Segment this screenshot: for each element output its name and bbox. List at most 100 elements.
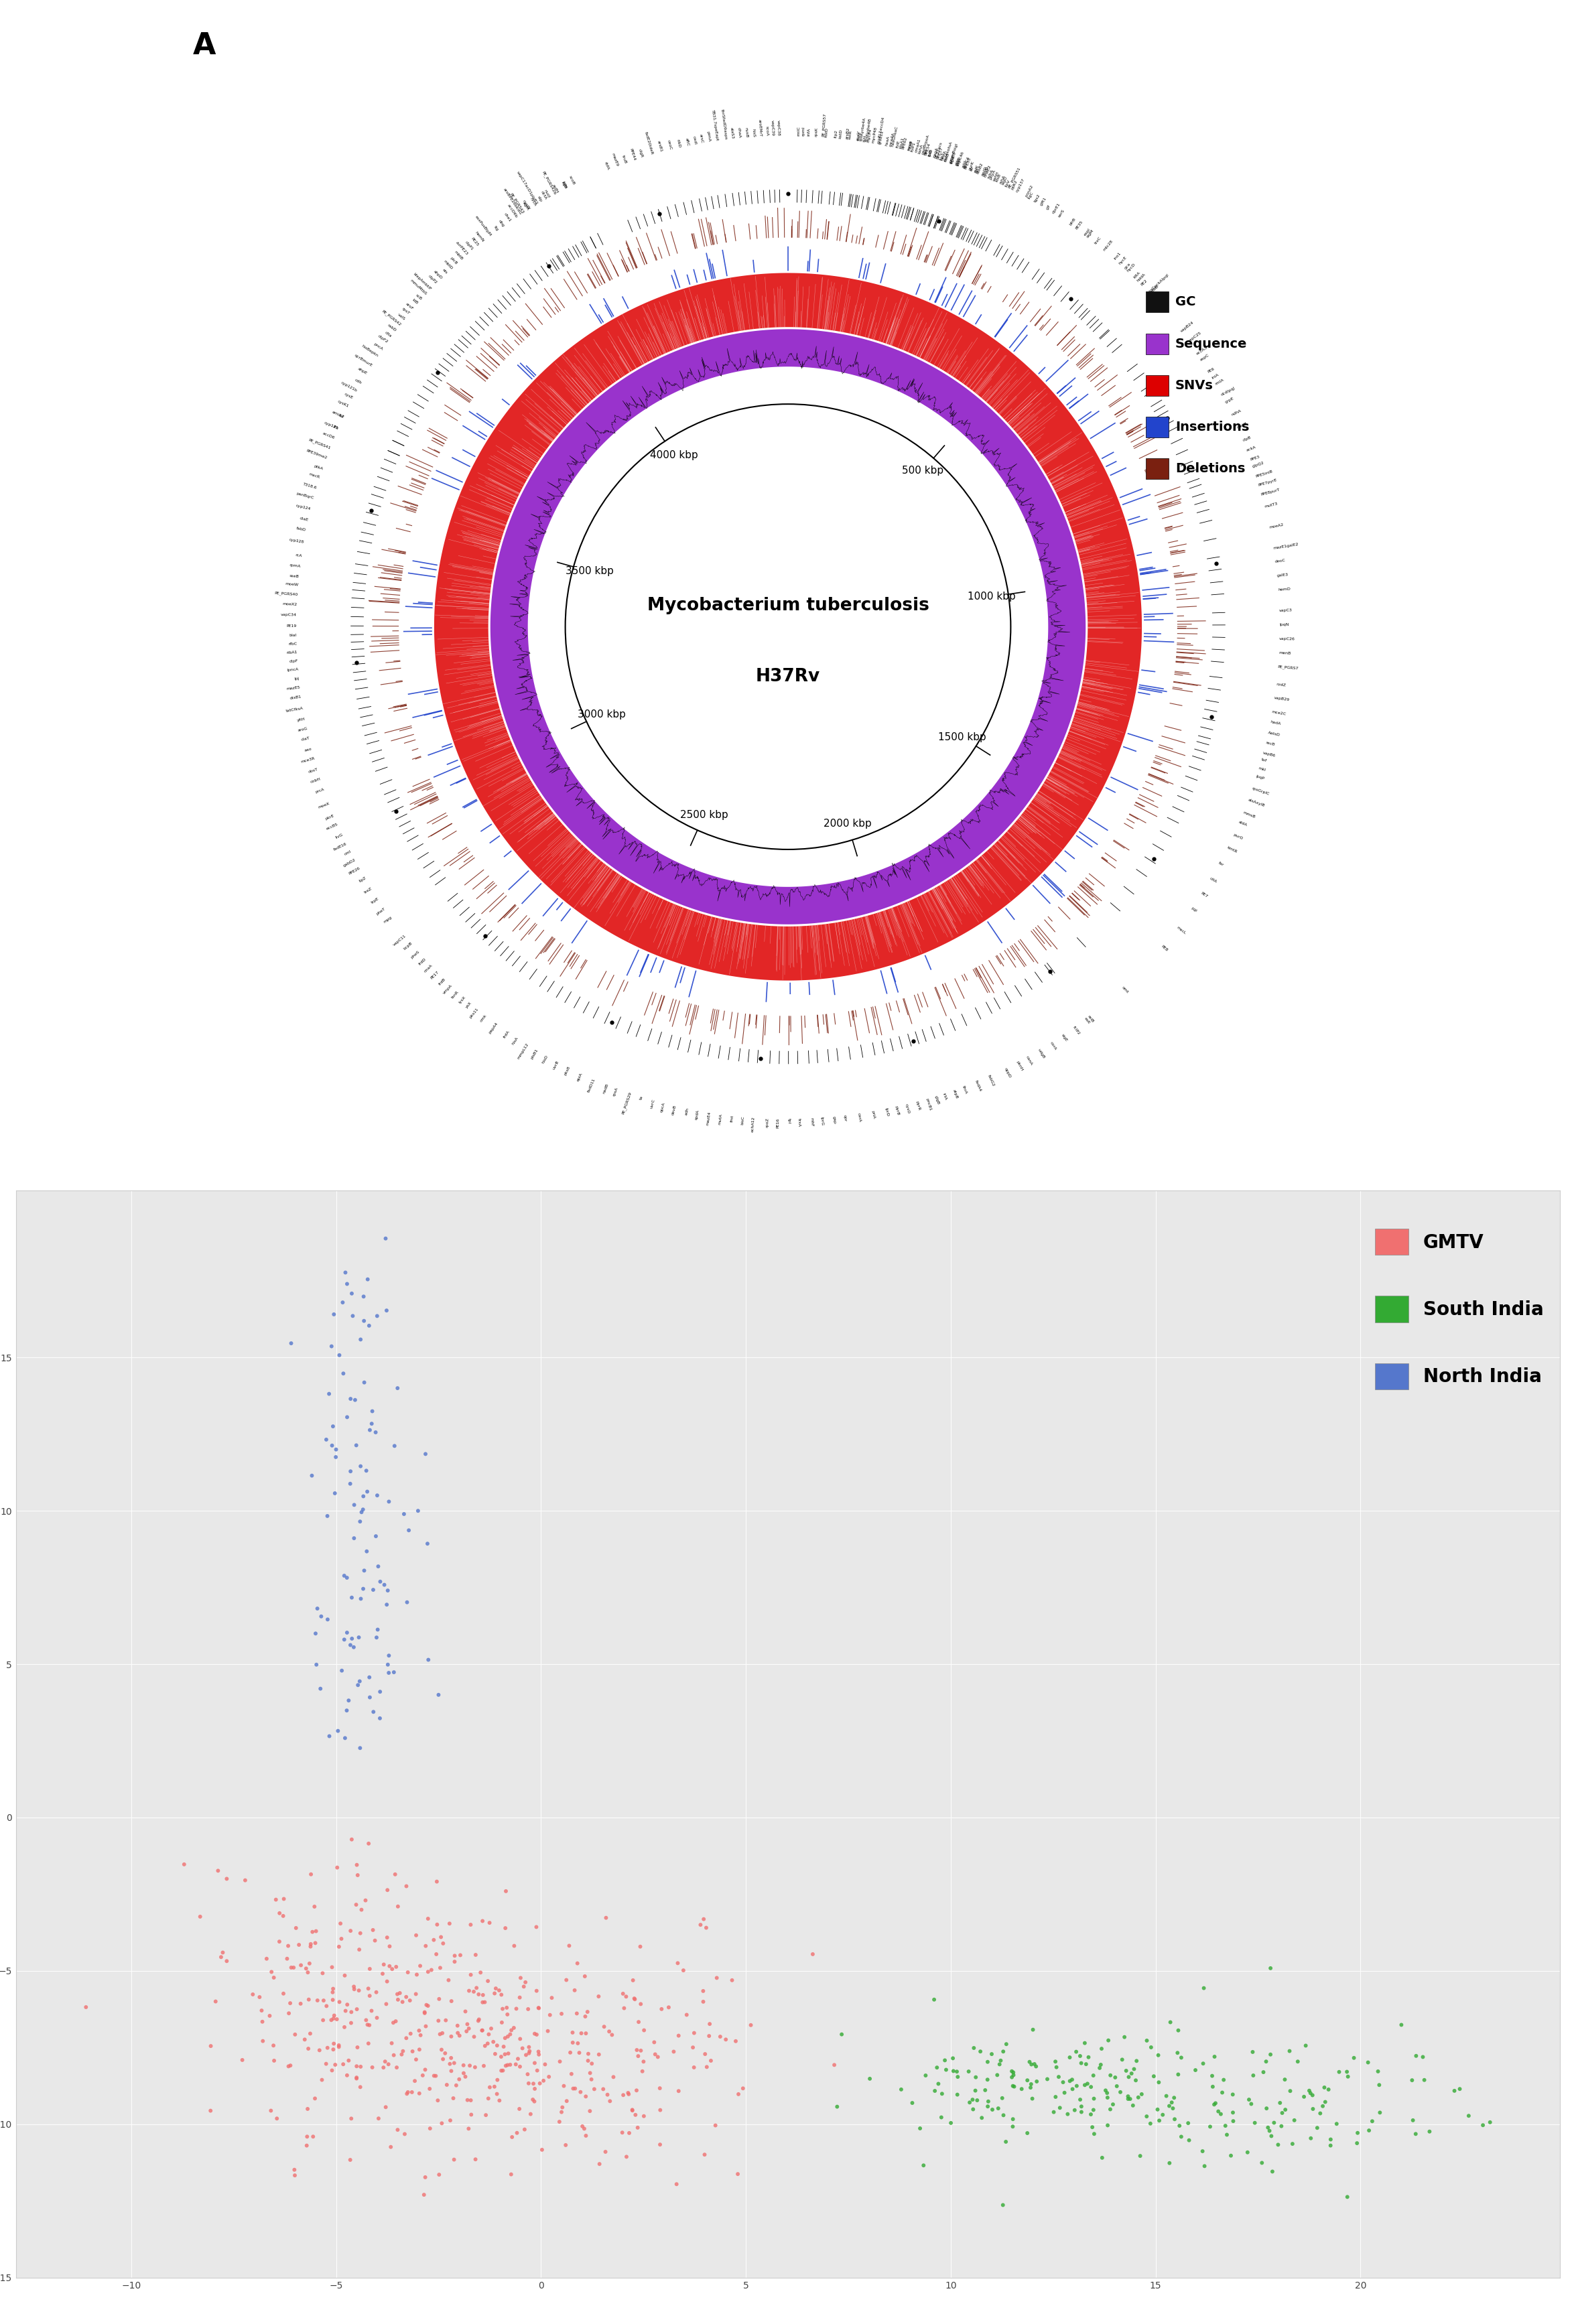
Text: sigGpckAlpqI: sigGpckAlpqI: [1147, 272, 1169, 295]
Point: [322, 1476, 347, 1513]
Point: [1388, 2006, 1414, 2043]
Point: [364, 1999, 389, 2036]
Point: [908, 2110, 933, 2147]
Point: [698, 2043, 723, 2080]
Text: sahH: sahH: [993, 170, 1001, 181]
Point: [345, 2029, 370, 2066]
Point: [329, 1652, 355, 1690]
Point: [1018, 2045, 1043, 2082]
Point: [433, 2001, 459, 2038]
Point: [1210, 2061, 1236, 2099]
Point: [262, 2027, 287, 2064]
Point: [381, 2036, 407, 2073]
Point: [1015, 2061, 1040, 2099]
Text: arsB1: arsB1: [656, 139, 662, 153]
Text: rpoZ: rpoZ: [766, 1118, 769, 1127]
Point: [372, 1566, 397, 1604]
Point: [309, 1599, 334, 1636]
Text: otsB2: otsB2: [976, 163, 983, 174]
Point: [430, 1924, 455, 1961]
Text: relK: relK: [974, 165, 980, 174]
Point: [358, 1978, 383, 2015]
Text: 3500 kbp: 3500 kbp: [566, 567, 613, 576]
Point: [366, 1611, 391, 1648]
Point: [512, 2110, 537, 2147]
Text: nadB: nadB: [602, 1083, 608, 1095]
Point: [641, 2024, 667, 2061]
Text: uvrC: uvrC: [649, 1099, 656, 1109]
Point: [448, 2017, 473, 2054]
Text: fdxD: fdxD: [824, 128, 829, 137]
Point: [489, 2003, 514, 2040]
Point: [1124, 2043, 1149, 2080]
Point: [1122, 2050, 1147, 2087]
Point: [1095, 2022, 1121, 2059]
Text: aofH: aofH: [552, 184, 558, 193]
Point: [429, 2031, 454, 2068]
Point: [463, 2140, 489, 2178]
Bar: [1146, 458, 1169, 479]
Point: [925, 2066, 950, 2103]
Text: ribD: ribD: [676, 139, 681, 149]
Text: deoA: deoA: [941, 149, 947, 160]
Point: [359, 1392, 385, 1429]
Bar: [1146, 332, 1169, 353]
Point: [509, 2029, 534, 2066]
Text: glpQ2: glpQ2: [1251, 460, 1266, 469]
Point: [1341, 2038, 1366, 2075]
Point: [1201, 2087, 1226, 2124]
Point: [356, 1659, 381, 1697]
Point: [575, 1994, 600, 2031]
Text: hemN: hemN: [474, 230, 485, 242]
Point: [574, 2015, 599, 2052]
Text: opcA: opcA: [660, 1102, 665, 1113]
Text: clpP1: clpP1: [463, 242, 474, 251]
Point: [522, 2015, 547, 2052]
Point: [1081, 2057, 1106, 2094]
Point: [507, 2020, 533, 2057]
Point: [370, 1954, 396, 1992]
Point: [258, 2092, 284, 2129]
Point: [333, 1255, 358, 1292]
Point: [1311, 2068, 1336, 2106]
Point: [344, 1992, 369, 2029]
Point: [507, 1980, 533, 2017]
Text: aspC: aspC: [1199, 353, 1210, 363]
Text: carA: carA: [857, 1113, 860, 1122]
Point: [591, 2071, 616, 2108]
Text: mutA: mutA: [717, 1113, 722, 1125]
Text: rmlA: rmlA: [1214, 379, 1225, 386]
Point: [334, 1559, 359, 1597]
Point: [347, 1504, 372, 1541]
Text: fdxB: fdxB: [944, 153, 950, 163]
Point: [413, 2008, 438, 2045]
Text: dctA: dctA: [541, 191, 547, 200]
Point: [334, 1692, 359, 1729]
Point: [564, 1994, 589, 2031]
Point: [462, 1973, 487, 2010]
Point: [976, 2061, 1001, 2099]
Point: [414, 1987, 440, 2024]
Text: ltp4: ltp4: [950, 156, 955, 165]
Point: [1191, 1968, 1217, 2006]
Text: lpD: lpD: [928, 149, 933, 158]
Point: [487, 1971, 512, 2008]
Point: [616, 2075, 641, 2113]
Point: [1166, 2057, 1191, 2094]
Point: [476, 2080, 501, 2117]
Point: [426, 2082, 451, 2119]
Point: [1190, 2133, 1215, 2171]
Point: [990, 2080, 1015, 2117]
Bar: [1146, 416, 1169, 437]
Text: moeX: moeX: [318, 802, 331, 809]
Text: vmpA: vmpA: [443, 983, 452, 995]
Point: [1280, 2124, 1305, 2161]
Point: [1097, 2092, 1122, 2129]
Point: [1072, 2066, 1097, 2103]
Text: rpsKyrbe4A: rpsKyrbe4A: [859, 116, 867, 142]
Point: [572, 1999, 597, 2036]
Point: [468, 1954, 493, 1992]
Text: PE17: PE17: [430, 971, 440, 981]
Text: gca: gca: [1124, 263, 1132, 270]
Point: [572, 2110, 597, 2147]
